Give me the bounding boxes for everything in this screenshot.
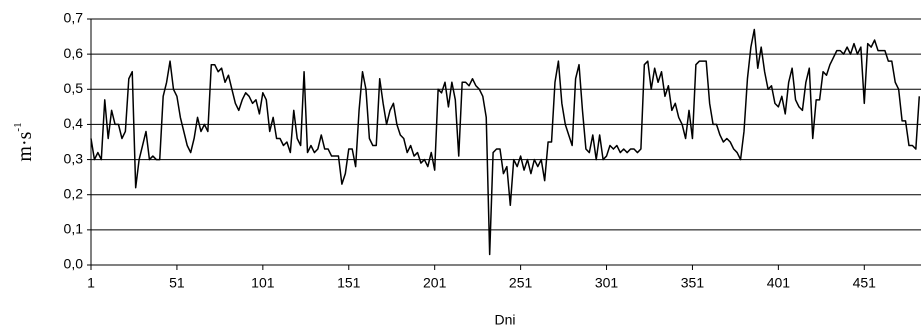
x-tick-label: 251 <box>509 275 533 291</box>
x-tick-label: 301 <box>595 275 619 291</box>
y-tick-label: 0,5 <box>64 80 84 96</box>
data-line <box>90 28 921 256</box>
x-tick-label: 151 <box>337 275 361 291</box>
x-tick-label: 51 <box>169 275 185 291</box>
x-tick-label: 401 <box>767 275 791 291</box>
x-axis-label: Dni <box>494 312 515 328</box>
x-tick-label: 201 <box>423 275 447 291</box>
x-tick-label: 451 <box>853 275 877 291</box>
y-tick-label: 0,0 <box>64 256 84 272</box>
x-tick-label: 351 <box>681 275 705 291</box>
y-axis-label-sup: -1 <box>12 122 24 131</box>
y-tick-label: 0,3 <box>64 150 84 166</box>
y-tick-label: 0,4 <box>64 115 84 131</box>
y-tick-label: 0,2 <box>64 185 84 201</box>
y-tick-label: 0,6 <box>64 45 84 61</box>
x-tick-label: 101 <box>251 275 275 291</box>
y-tick-label: 0,7 <box>64 10 84 26</box>
y-tick-label: 0,1 <box>64 221 84 237</box>
y-axis-label-main: m·s <box>14 131 36 161</box>
x-tick-label: 1 <box>87 275 95 291</box>
y-axis-label: m·s-1 <box>12 122 36 161</box>
